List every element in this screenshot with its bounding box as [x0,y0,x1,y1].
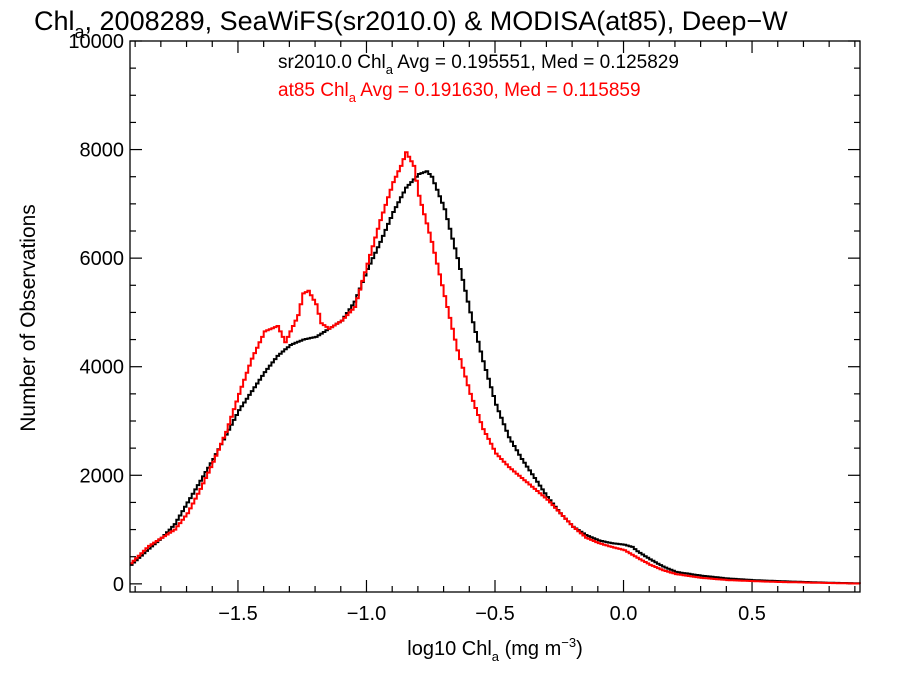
series-line-sr2010 [130,170,860,585]
stats-annotation-sr2010: sr2010.0 Chla Avg = 0.195551, Med = 0.12… [278,52,679,77]
y-tick-label: 2000 [80,465,125,487]
chart-title: Chla, 2008289, SeaWiFS(sr2010.0) & MODIS… [34,6,788,42]
y-axis-label: Number of Observations [17,204,40,432]
y-tick-label: 6000 [80,248,125,270]
y-tick-label: 4000 [80,357,125,379]
x-tick-label: −1.5 [218,603,257,625]
series-layer [130,151,861,585]
x-axis-label: log10 Chla (mg m−3) [407,635,582,664]
stats-annotation-at85: at85 Chla Avg = 0.191630, Med = 0.115859 [278,80,641,105]
y-tick-label: 8000 [80,140,125,162]
x-tick-label: 0.0 [610,603,638,625]
plot-frame [129,40,861,593]
y-tick-label: 0 [113,574,124,596]
series-line-at85 [130,151,861,585]
y-tick-label: 10000 [68,31,124,53]
x-tick-label: −1.0 [347,603,386,625]
x-tick-label: 0.5 [738,603,766,625]
axes: −1.5 −1.0 −0.5 0.0 0.5 0 2000 4000 6000 8000 10000 [68,31,860,625]
x-tick-label: −0.5 [475,603,514,625]
